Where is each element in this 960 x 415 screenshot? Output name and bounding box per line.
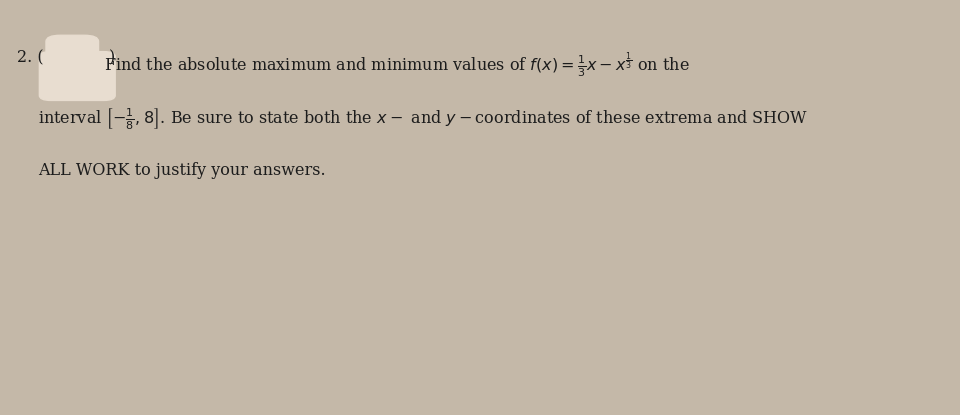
Text: ALL WORK to justify your answers.: ALL WORK to justify your answers. — [38, 162, 326, 179]
Text: 2. (: 2. ( — [17, 50, 44, 67]
FancyBboxPatch shape — [46, 35, 99, 66]
Text: Find the absolute maximum and minimum values of $f(x) = \frac{1}{3}x - x^{\frac{: Find the absolute maximum and minimum va… — [104, 50, 689, 80]
Text: ): ) — [108, 50, 115, 67]
Text: interval $\left[-\frac{1}{8}, 8\right]$. Be sure to state both the $x-$ and $y-$: interval $\left[-\frac{1}{8}, 8\right]$.… — [38, 106, 808, 132]
FancyBboxPatch shape — [39, 51, 115, 100]
